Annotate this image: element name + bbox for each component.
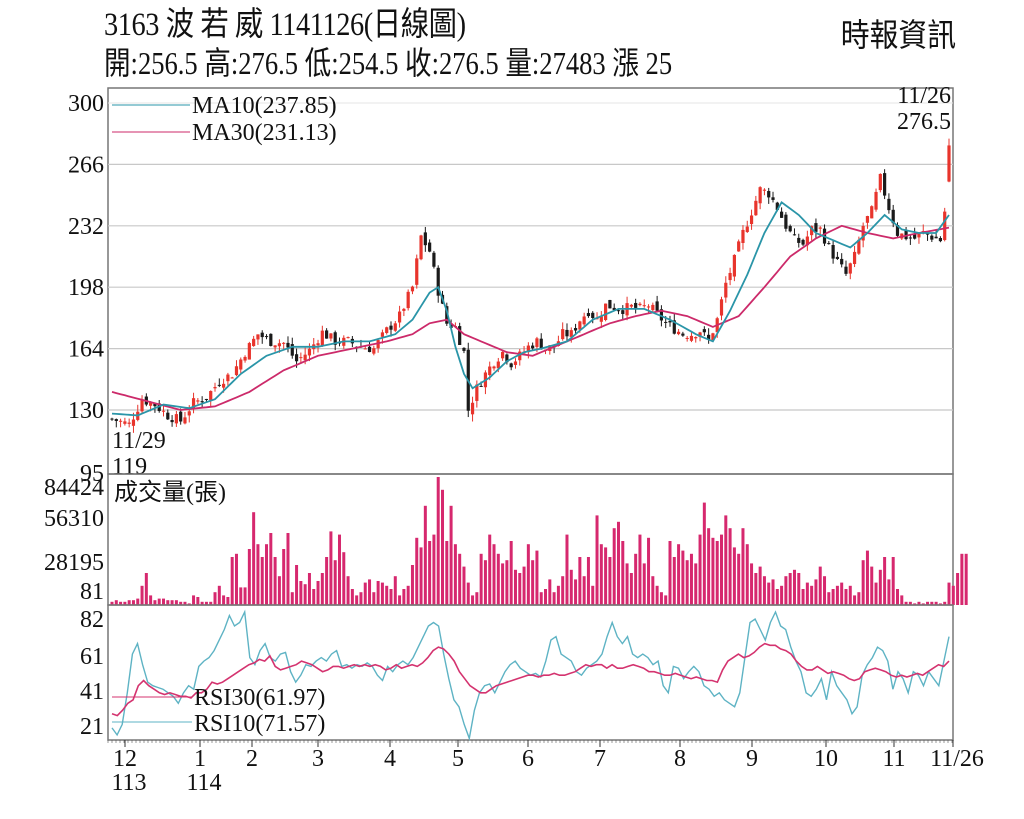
rsi-tick-label: 21 (80, 714, 104, 740)
last-date-label: 11/26 (897, 83, 951, 109)
y-tick-label: 198 (68, 275, 104, 301)
candlesticks (110, 138, 951, 433)
rsi-tick-label: 41 (80, 679, 104, 705)
ohlc-summary: 開:256.5 高:276.5 低:254.5 收:276.5 量:27483 … (104, 45, 673, 81)
x-month-label: 7 (594, 746, 606, 772)
x-month-label: 4 (384, 746, 396, 772)
volume-tick-label: 84424 (44, 475, 104, 501)
volume-label: 成交量(張) (114, 479, 226, 506)
y-tick-label: 300 (68, 91, 104, 117)
x-month-label: 5 (452, 746, 464, 772)
rsi30-line (111, 642, 950, 717)
rsi30-legend: RSI30(61.97) (194, 685, 325, 711)
x-month-label: 3 (312, 746, 324, 772)
low-price-label: 119 (112, 454, 147, 480)
last-price-label: 276.5 (897, 109, 951, 135)
x-month-label: 8 (674, 746, 686, 772)
x-year-label: 114 (186, 770, 221, 796)
volume-bars (110, 477, 968, 605)
x-month-label: 9 (746, 746, 758, 772)
y-tick-label: 266 (68, 152, 104, 178)
chart-title: 3163 波 若 威 1141126(日線圖) (104, 7, 466, 43)
y-tick-label: 95 (80, 461, 104, 487)
rsi10-legend: RSI10(71.57) (194, 711, 325, 737)
x-month-label: 11 (882, 746, 905, 772)
ma30-line (111, 224, 950, 411)
x-month-label: 12 (113, 746, 137, 772)
x-month-label: 11/26 (930, 746, 984, 772)
rsi-panel (107, 604, 954, 741)
volume-tick-label: 28195 (44, 550, 104, 576)
x-year-label: 113 (111, 770, 146, 796)
volume-tick-label: 56310 (44, 506, 104, 532)
y-tick-label: 164 (68, 337, 104, 363)
rsi-tick-label: 82 (80, 607, 104, 633)
source-label: 時報資訊 (840, 17, 956, 53)
y-tick-label: 130 (68, 398, 104, 424)
ma10-legend: MA10(237.85) (192, 93, 337, 119)
x-month-label: 6 (522, 746, 534, 772)
ma10-line (111, 200, 950, 417)
rsi-tick-label: 61 (80, 644, 104, 670)
ma30-legend: MA30(231.13) (192, 120, 337, 146)
x-month-label: 10 (814, 746, 838, 772)
low-date-label: 11/29 (112, 428, 166, 454)
x-month-label: 1 (194, 746, 206, 772)
x-month-label: 2 (246, 746, 258, 772)
volume-panel (107, 473, 954, 606)
y-tick-label: 232 (68, 214, 104, 240)
volume-tick-label: 81 (80, 579, 104, 605)
